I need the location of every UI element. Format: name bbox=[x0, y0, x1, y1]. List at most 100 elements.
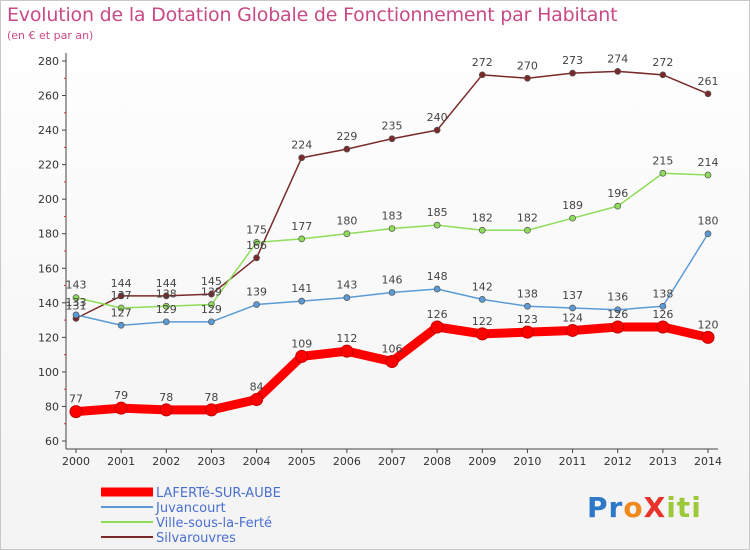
data-label-1-2: 129 bbox=[156, 303, 177, 316]
data-point-3-2 bbox=[162, 292, 170, 300]
data-label-1-7: 146 bbox=[382, 273, 403, 286]
data-label-2-6: 180 bbox=[336, 215, 357, 228]
x-tick-label-2013: 2013 bbox=[649, 455, 677, 468]
data-point-1-12 bbox=[614, 306, 622, 314]
data-label-1-14: 180 bbox=[698, 215, 719, 228]
data-label-1-12: 136 bbox=[607, 291, 628, 304]
data-label-3-14: 261 bbox=[698, 75, 719, 88]
data-point-1-0 bbox=[72, 311, 80, 319]
y-tick-label-60: 60 bbox=[45, 435, 59, 448]
y-tick-label-100: 100 bbox=[38, 366, 59, 379]
data-point-1-8 bbox=[433, 285, 441, 293]
x-tick-label-2003: 2003 bbox=[197, 455, 225, 468]
data-label-3-13: 272 bbox=[652, 56, 673, 69]
data-point-3-6 bbox=[343, 145, 351, 153]
data-point-2-13 bbox=[659, 169, 667, 177]
data-label-1-8: 148 bbox=[427, 270, 448, 283]
data-label-1-10: 138 bbox=[517, 287, 538, 300]
data-label-3-7: 235 bbox=[382, 120, 403, 133]
legend-label-0: LAFERTé-SUR-AUBE bbox=[156, 486, 281, 501]
y-tick-label-280: 280 bbox=[38, 55, 59, 68]
data-label-1-6: 143 bbox=[336, 279, 357, 292]
data-label-2-4: 175 bbox=[246, 223, 267, 236]
data-point-0-8 bbox=[430, 320, 444, 334]
data-label-3-2: 144 bbox=[156, 277, 177, 290]
y-tick-label-140: 140 bbox=[38, 297, 59, 310]
data-label-0-1: 79 bbox=[114, 389, 128, 402]
data-label-0-0: 77 bbox=[69, 393, 83, 406]
data-point-0-14 bbox=[701, 330, 715, 344]
x-tick-label-2009: 2009 bbox=[468, 455, 496, 468]
proxiti-logo: ProXiti bbox=[587, 491, 702, 524]
data-label-0-6: 112 bbox=[336, 332, 357, 345]
logo-letter: P bbox=[587, 491, 609, 524]
data-point-1-13 bbox=[659, 302, 667, 310]
data-label-0-9: 122 bbox=[472, 315, 493, 328]
x-tick-label-2005: 2005 bbox=[288, 455, 316, 468]
logo-letter: r bbox=[608, 491, 624, 524]
data-point-3-11 bbox=[569, 69, 576, 77]
data-point-2-3 bbox=[208, 301, 215, 308]
data-point-0-10 bbox=[520, 325, 534, 339]
data-label-2-11: 189 bbox=[562, 199, 583, 212]
data-label-1-4: 139 bbox=[246, 286, 267, 299]
data-label-2-8: 185 bbox=[427, 206, 448, 219]
y-tick-label-260: 260 bbox=[38, 90, 59, 103]
data-point-0-9 bbox=[475, 327, 489, 341]
data-label-1-1: 127 bbox=[111, 306, 132, 319]
data-point-3-3 bbox=[208, 290, 215, 298]
y-tick-label-180: 180 bbox=[38, 228, 59, 241]
data-label-2-3: 139 bbox=[201, 286, 222, 299]
data-point-1-1 bbox=[117, 321, 125, 329]
data-point-1-10 bbox=[524, 302, 531, 310]
data-label-0-13: 126 bbox=[652, 308, 673, 321]
data-point-2-1 bbox=[117, 304, 125, 312]
data-label-3-11: 273 bbox=[562, 54, 583, 67]
x-tick-label-2014: 2014 bbox=[694, 455, 722, 468]
data-point-2-7 bbox=[388, 225, 396, 232]
x-tick-label-2001: 2001 bbox=[107, 455, 135, 468]
y-tick-label-220: 220 bbox=[38, 159, 59, 172]
data-label-0-5: 109 bbox=[291, 337, 312, 350]
data-point-2-6 bbox=[343, 230, 351, 238]
x-tick-label-2002: 2002 bbox=[152, 455, 180, 468]
data-label-3-0: 131 bbox=[66, 299, 87, 312]
legend-label-2: Ville-sous-la-Ferté bbox=[156, 516, 272, 531]
data-point-1-3 bbox=[208, 318, 215, 326]
x-tick-label-2010: 2010 bbox=[513, 455, 541, 468]
data-point-3-8 bbox=[433, 126, 441, 134]
data-label-0-12: 126 bbox=[607, 308, 628, 321]
data-label-0-7: 106 bbox=[382, 343, 403, 356]
data-point-0-12 bbox=[611, 320, 625, 334]
data-label-3-3: 145 bbox=[201, 275, 222, 288]
data-point-0-11 bbox=[566, 323, 580, 337]
legend-label-1: Juvancourt bbox=[155, 501, 226, 516]
data-label-3-4: 166 bbox=[246, 239, 267, 252]
logo-letter: X bbox=[643, 491, 667, 524]
data-label-3-1: 144 bbox=[111, 277, 132, 290]
data-point-3-4 bbox=[253, 254, 260, 262]
data-point-0-4 bbox=[250, 393, 264, 407]
chart-title: Evolution de la Dotation Globale de Fonc… bbox=[7, 4, 618, 26]
data-label-0-2: 78 bbox=[159, 391, 173, 404]
data-point-1-2 bbox=[162, 318, 170, 326]
x-tick-label-2000: 2000 bbox=[62, 455, 90, 468]
data-label-0-4: 84 bbox=[250, 381, 264, 394]
data-point-2-4 bbox=[253, 239, 260, 246]
logo-letter: i bbox=[691, 491, 702, 524]
data-point-3-7 bbox=[388, 135, 396, 143]
data-label-0-8: 126 bbox=[427, 308, 448, 321]
x-tick-label-2008: 2008 bbox=[423, 455, 451, 468]
data-label-2-1: 137 bbox=[111, 289, 132, 302]
data-point-0-5 bbox=[295, 349, 309, 363]
data-label-1-3: 129 bbox=[201, 303, 222, 316]
data-point-1-9 bbox=[478, 296, 486, 303]
data-label-2-12: 196 bbox=[607, 187, 628, 200]
data-label-0-11: 124 bbox=[562, 311, 583, 324]
data-point-2-12 bbox=[614, 202, 622, 210]
data-point-3-12 bbox=[614, 68, 622, 75]
y-tick-label-200: 200 bbox=[38, 193, 59, 206]
data-label-3-12: 274 bbox=[607, 52, 628, 65]
